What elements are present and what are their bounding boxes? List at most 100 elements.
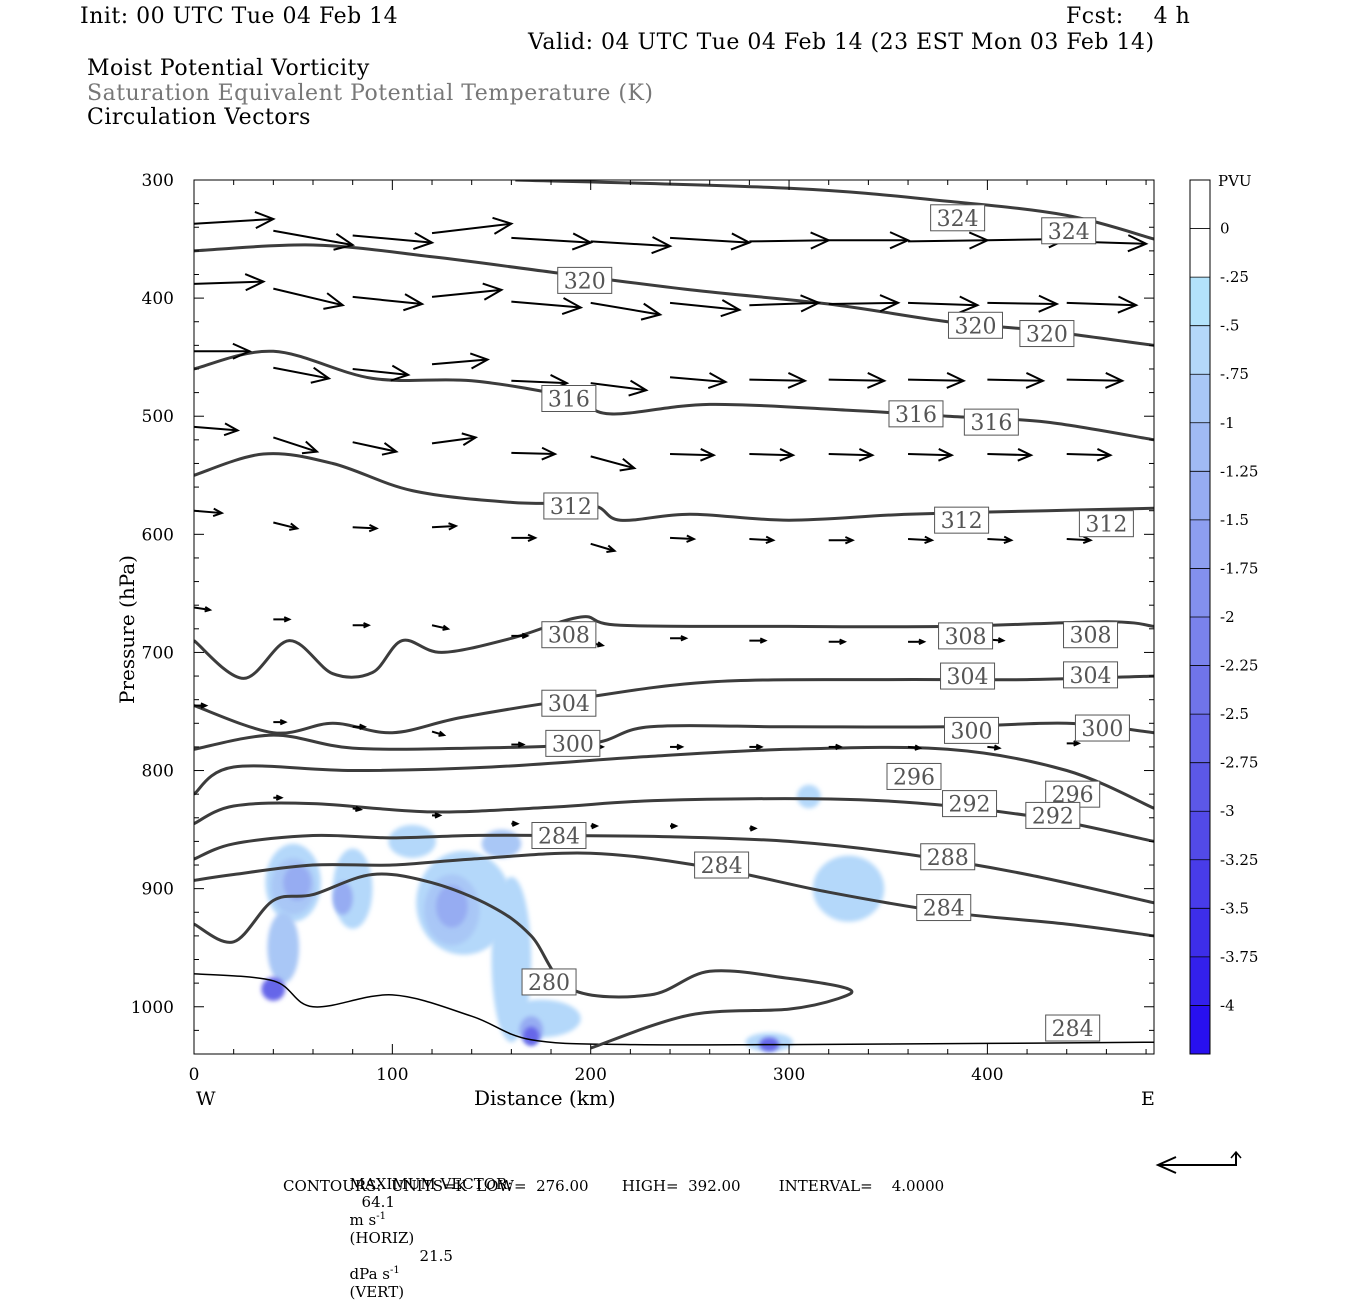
- vector-head: [442, 624, 451, 631]
- vector-arrow: [670, 635, 689, 642]
- contour-label-312: 312: [543, 492, 599, 520]
- forecast-hour: Fcst: 4 h: [1066, 4, 1191, 29]
- vector-arrow: [194, 507, 225, 518]
- vector-arrow: [669, 372, 728, 389]
- contour-labels: 324 324 320 320 320 316 316 316 312 312 312 308 308 3…: [521, 204, 1134, 1042]
- vector-shaft: [511, 236, 591, 244]
- vector-shaft: [987, 301, 1057, 306]
- vector-arrow: [749, 294, 822, 313]
- vector-shaft: [273, 287, 343, 307]
- colorbar-label: -1: [1220, 414, 1235, 432]
- vector-arrow: [511, 632, 530, 640]
- vector-arrow: [908, 372, 967, 389]
- vector-shaft: [828, 301, 899, 306]
- vector-arrow: [511, 533, 538, 542]
- vector-arrow: [828, 294, 901, 313]
- vector-head: [597, 641, 605, 648]
- vector-arrow: [590, 455, 637, 472]
- colorbar-segment: [1190, 422, 1210, 472]
- contour-label-text: 284: [538, 825, 580, 850]
- field-title-mpv: Moist Potential Vorticity: [87, 56, 370, 81]
- vector-shaft: [749, 301, 819, 307]
- vector-head: [541, 446, 558, 461]
- colorbar-label: -4: [1220, 996, 1235, 1014]
- vector-head: [844, 536, 855, 545]
- vector-shaft: [669, 301, 740, 311]
- vector-head: [765, 535, 776, 545]
- vector-arrow: [432, 812, 443, 819]
- mpv-shade--1.25: [283, 865, 312, 901]
- vector-head: [232, 342, 252, 360]
- vector-head: [289, 522, 300, 531]
- vector-arrow: [431, 432, 479, 446]
- vector-head: [749, 825, 758, 832]
- vector-head: [1127, 234, 1149, 253]
- colorbar-segment: [1190, 471, 1210, 521]
- vector-head: [323, 292, 346, 310]
- contour-label-300: 300: [1074, 714, 1130, 742]
- contour-label-text: 316: [548, 388, 590, 413]
- vector-head: [1073, 740, 1082, 747]
- vector-arrow: [431, 624, 451, 631]
- vector-head: [368, 523, 379, 533]
- vector-arrow: [194, 211, 276, 230]
- vector-arrow: [273, 287, 346, 310]
- vector-shaft: [431, 436, 476, 445]
- vector-head: [527, 533, 538, 542]
- contour-308: [194, 615, 1154, 680]
- vector-shaft: [828, 378, 885, 382]
- vector-shaft: [908, 301, 978, 307]
- vector-arrow: [273, 436, 320, 455]
- y-tick-label: 300: [142, 171, 174, 191]
- contour-label-text: 320: [1026, 323, 1068, 348]
- colorbar-segment: [1190, 277, 1210, 327]
- vector-shaft: [352, 234, 433, 244]
- vector-shaft: [749, 378, 805, 382]
- vector-arrow: [590, 822, 600, 830]
- colorbar-segment: [1190, 714, 1210, 764]
- vector-head: [720, 299, 742, 318]
- vector-head: [561, 297, 584, 316]
- contour-label-box: [1041, 217, 1097, 245]
- colorbar-label: -.75: [1220, 365, 1249, 383]
- contour-label-box: [694, 851, 750, 879]
- y-tick-label: 900: [142, 880, 174, 900]
- vector-arrow: [670, 448, 717, 462]
- y-axis-label: Pressure (hPa): [115, 555, 139, 704]
- vector-head: [1096, 448, 1113, 462]
- vector-shaft: [273, 366, 330, 380]
- vector-arrow: [352, 232, 435, 251]
- contour-label-280: 280: [521, 968, 577, 996]
- contour-label-304: 304: [541, 689, 597, 717]
- vector-arrow: [352, 441, 399, 456]
- vector-head: [381, 442, 399, 456]
- colorbar-label: -.5: [1220, 317, 1239, 335]
- contour-label-284: 284: [531, 822, 587, 850]
- x-axis-west-label: W: [196, 1088, 216, 1110]
- vector-arrow: [352, 805, 364, 812]
- vert-tag: (VERT): [349, 1283, 405, 1301]
- vector-head: [591, 822, 600, 830]
- vector-head: [707, 372, 728, 389]
- vector-arrow: [431, 522, 459, 531]
- circulation-vectors: [194, 211, 1149, 832]
- vector-shaft: [908, 378, 964, 382]
- vector-shaft: [908, 239, 988, 243]
- vector-shaft: [669, 536, 694, 541]
- colorbar-label: -.25: [1220, 268, 1249, 286]
- vector-shaft: [670, 453, 714, 457]
- vector-head: [275, 794, 284, 801]
- contour-label-box: [1045, 1014, 1101, 1042]
- x-tick-label: 400: [971, 1065, 1003, 1085]
- vector-arrow: [987, 294, 1060, 313]
- horiz-max-value: 64.1: [361, 1193, 395, 1211]
- vector-shaft: [431, 288, 502, 298]
- vector-arrow: [987, 535, 1014, 545]
- contour-label-316: 316: [888, 400, 944, 428]
- vector-head: [946, 372, 967, 389]
- mpv-shade--2.5: [523, 1026, 540, 1046]
- vector-arrow: [1066, 448, 1113, 462]
- vector-shaft: [987, 378, 1043, 382]
- contour-label-text: 312: [550, 495, 592, 520]
- vector-shaft: [749, 453, 794, 457]
